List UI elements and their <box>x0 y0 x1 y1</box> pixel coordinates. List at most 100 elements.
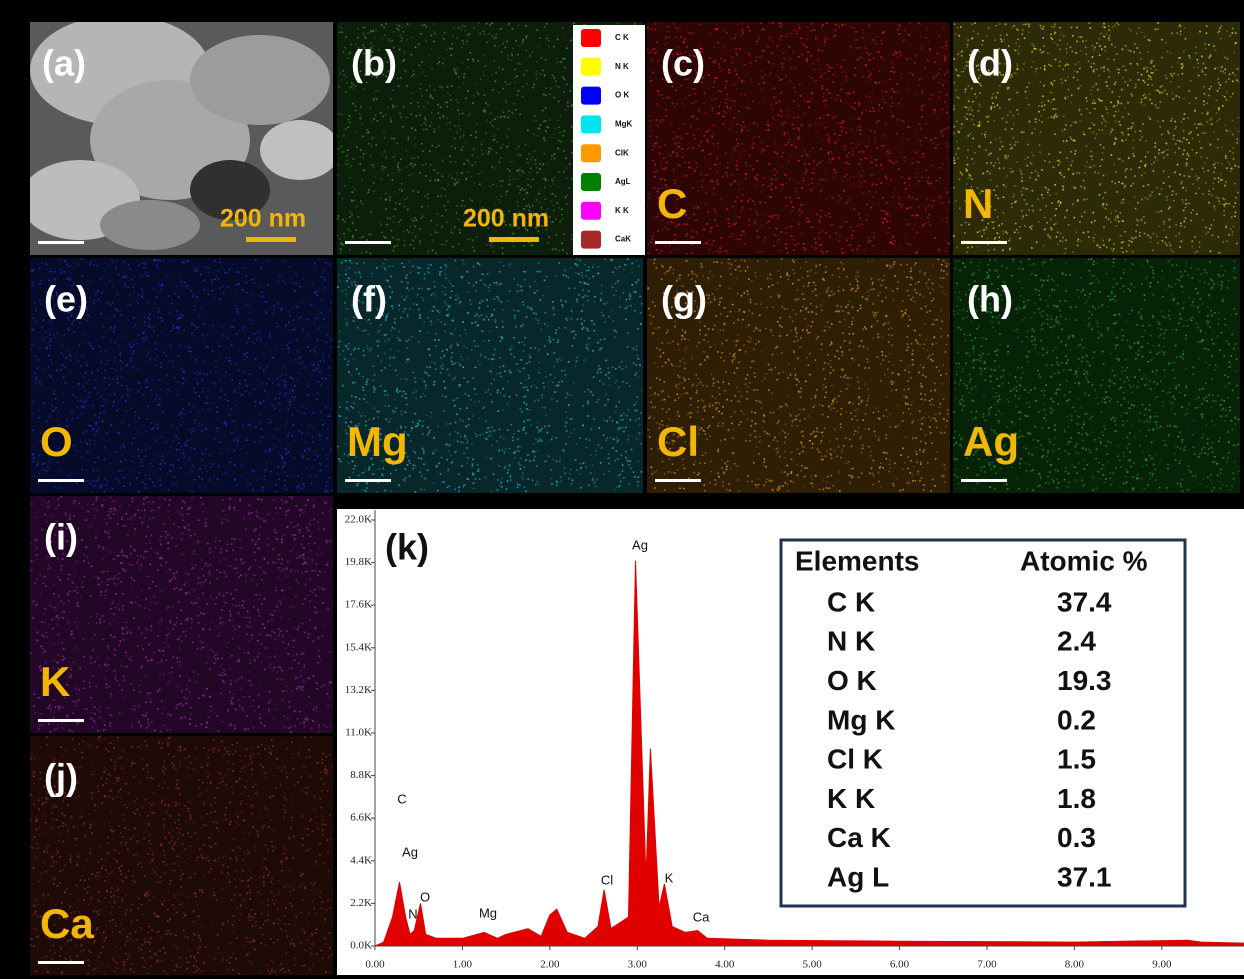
dot <box>787 33 789 35</box>
dot <box>968 109 970 111</box>
dot <box>280 309 282 311</box>
dot <box>43 369 45 371</box>
dot <box>1118 110 1120 112</box>
dot <box>977 246 979 248</box>
dot <box>523 74 525 76</box>
dot <box>83 433 85 435</box>
dot <box>647 28 649 30</box>
dot <box>1005 186 1007 188</box>
dot <box>461 47 463 49</box>
dot <box>803 177 805 179</box>
dot <box>1024 199 1026 201</box>
legend-swatch <box>581 144 601 162</box>
dot <box>885 213 887 215</box>
dot <box>1158 153 1160 155</box>
dot <box>1218 78 1220 80</box>
dot <box>214 438 216 440</box>
dot <box>516 201 518 203</box>
dot <box>1197 134 1199 136</box>
dot <box>93 264 95 266</box>
dot <box>208 294 210 296</box>
dot <box>703 102 705 104</box>
dot <box>1023 63 1025 65</box>
dot <box>849 163 851 165</box>
dot <box>796 191 798 193</box>
dot <box>921 109 923 111</box>
dot <box>476 83 478 85</box>
dot <box>1119 158 1121 160</box>
dot <box>445 102 447 104</box>
dot <box>658 231 660 233</box>
dot <box>289 315 291 317</box>
dot <box>345 76 347 78</box>
dot <box>691 33 693 35</box>
dot <box>1111 181 1113 183</box>
dot <box>835 239 837 241</box>
dot <box>778 77 780 79</box>
dot <box>385 237 387 239</box>
legend-swatch <box>581 87 601 105</box>
dot <box>939 91 941 93</box>
dot <box>971 88 973 90</box>
dot <box>828 71 830 73</box>
dot <box>1145 164 1147 166</box>
dot <box>709 57 711 59</box>
dot <box>692 230 694 232</box>
dot <box>696 163 698 165</box>
dot <box>197 411 199 413</box>
dot <box>142 482 144 484</box>
dot <box>709 115 711 117</box>
dot <box>749 108 751 110</box>
dot <box>474 249 476 251</box>
dot <box>995 139 997 141</box>
dot <box>415 164 417 166</box>
dot <box>726 94 728 96</box>
dot <box>173 325 175 327</box>
dot <box>935 137 937 139</box>
dot <box>89 392 91 394</box>
dot <box>183 421 185 423</box>
dot <box>660 161 662 163</box>
dot <box>523 199 525 201</box>
dot <box>979 231 981 233</box>
scale-bar-small <box>38 241 84 244</box>
dot <box>729 129 731 131</box>
dot <box>1094 234 1096 236</box>
dot <box>1108 25 1110 27</box>
dot <box>1144 233 1146 235</box>
dot <box>1172 191 1174 193</box>
dot <box>1093 63 1095 65</box>
dot <box>933 112 935 114</box>
dot <box>441 244 443 246</box>
dot <box>484 111 486 113</box>
dot <box>447 118 449 120</box>
dot <box>797 127 799 129</box>
dot <box>958 148 960 150</box>
dot <box>143 341 145 343</box>
dot <box>351 86 353 88</box>
dot <box>153 472 155 474</box>
dot <box>946 242 948 244</box>
dot <box>133 364 135 366</box>
dot <box>634 23 636 25</box>
dot <box>1232 93 1234 95</box>
dot <box>1187 117 1189 119</box>
dot <box>805 172 807 174</box>
dot <box>458 76 460 78</box>
dot <box>769 23 771 25</box>
dot <box>68 475 70 477</box>
dot <box>426 128 428 130</box>
dot <box>1069 136 1071 138</box>
dot <box>859 181 861 183</box>
dot <box>1169 226 1171 228</box>
dot <box>650 129 652 131</box>
dot <box>1164 90 1166 92</box>
dot <box>1088 236 1090 238</box>
dot <box>913 237 915 239</box>
dot <box>1121 247 1123 249</box>
dot <box>1125 81 1127 83</box>
dot <box>698 128 700 130</box>
dot <box>277 303 279 305</box>
dot <box>293 424 295 426</box>
dot <box>772 22 774 24</box>
